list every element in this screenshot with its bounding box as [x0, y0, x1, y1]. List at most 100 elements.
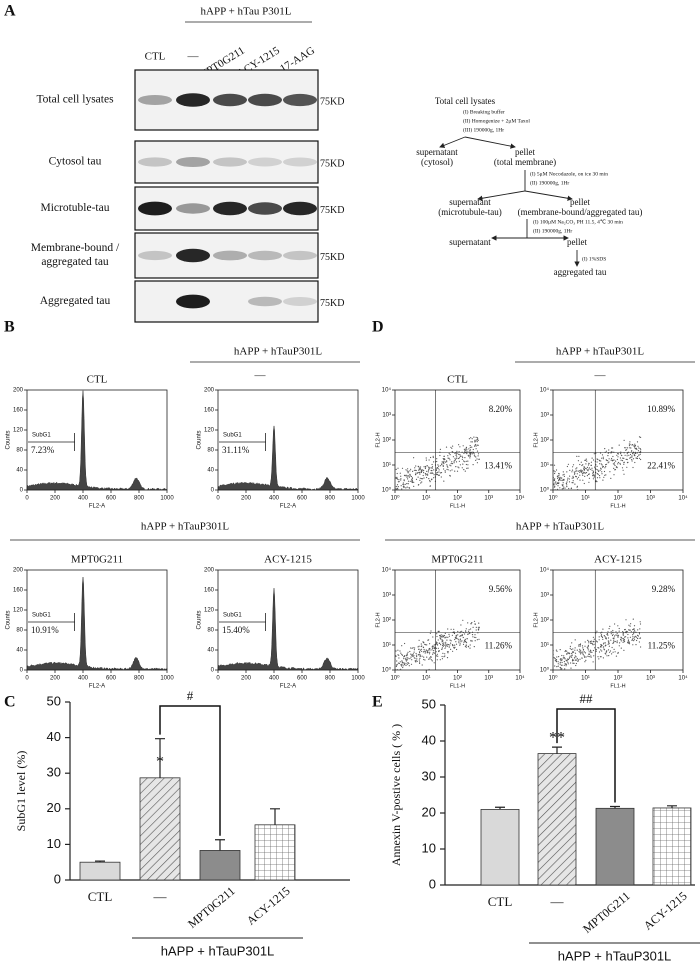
event-dot	[582, 472, 584, 474]
event-dot	[629, 636, 632, 638]
event-dot	[423, 477, 425, 479]
event-dot	[394, 486, 396, 488]
event-dot	[581, 657, 583, 659]
event-dot	[428, 639, 430, 641]
event-dot	[587, 647, 589, 650]
y-axis-label: FL2-H	[375, 612, 381, 627]
event-dot	[608, 461, 610, 463]
event-dot	[444, 647, 446, 649]
event-dot	[412, 470, 414, 472]
event-dot	[566, 658, 569, 660]
event-dot	[554, 472, 556, 475]
event-dot	[623, 463, 625, 465]
event-dot	[607, 637, 610, 639]
event-dot	[584, 656, 586, 658]
flowchart-text: (membrane-bound/aggregated tau)	[518, 207, 643, 217]
x-tick-label: 10²	[614, 676, 623, 682]
event-dot	[631, 639, 633, 642]
event-dot	[412, 481, 414, 484]
event-dot	[625, 449, 627, 451]
event-dot	[475, 439, 477, 441]
x-tick-label: 10²	[453, 676, 462, 682]
y-tick-label: 40	[47, 729, 61, 744]
event-dot	[561, 664, 563, 666]
event-dot	[469, 644, 471, 646]
event-dot	[465, 460, 467, 462]
event-dot	[622, 640, 625, 642]
event-dot	[429, 467, 431, 469]
event-dot	[455, 636, 457, 638]
event-dot	[476, 450, 479, 452]
event-dot	[459, 643, 461, 645]
x-tick-label: 400	[78, 496, 89, 502]
event-dot	[614, 464, 616, 467]
event-dot	[575, 475, 577, 477]
event-dot	[441, 655, 443, 658]
event-dot	[631, 456, 633, 458]
event-dot	[475, 448, 477, 450]
event-dot	[592, 470, 595, 472]
event-dot	[424, 472, 426, 475]
event-dot	[556, 482, 559, 485]
event-dot	[420, 469, 422, 471]
event-dot	[445, 643, 447, 645]
event-dot	[429, 472, 431, 474]
event-dot	[552, 650, 554, 652]
event-dot	[474, 634, 476, 636]
event-dot	[441, 636, 443, 638]
event-dot	[413, 457, 415, 459]
event-dot	[621, 460, 624, 462]
error-bar	[155, 738, 165, 778]
event-dot	[612, 651, 614, 653]
event-dot	[422, 469, 424, 471]
event-dot	[563, 473, 565, 475]
event-dot	[630, 623, 632, 625]
event-dot	[476, 437, 478, 439]
y-tick-label: 10²	[382, 438, 391, 444]
event-dot	[410, 653, 412, 655]
event-dot	[448, 633, 450, 636]
event-dot	[561, 479, 563, 482]
event-dot	[473, 636, 476, 638]
event-dot	[579, 648, 581, 650]
event-dot	[408, 476, 410, 478]
event-dot	[457, 466, 459, 468]
event-dot	[597, 473, 599, 475]
group-label: hAPP + hTauP301L	[558, 948, 672, 963]
event-dot	[439, 659, 441, 661]
event-dot	[610, 477, 612, 479]
row-label: Membrane-bound /	[31, 242, 120, 254]
event-dot	[458, 444, 460, 446]
event-dot	[598, 475, 601, 477]
event-dot	[602, 458, 605, 460]
event-dot	[409, 658, 411, 660]
event-dot	[623, 457, 625, 459]
blot-band	[176, 156, 210, 168]
event-dot	[426, 465, 428, 467]
event-dot	[451, 634, 453, 636]
flowchart-text: (I) 1%SDS	[582, 255, 606, 262]
y-tick-label: 10⁴	[540, 387, 550, 394]
event-dot	[438, 474, 440, 476]
event-dot	[433, 646, 435, 648]
event-dot	[613, 637, 615, 639]
y-tick-label: 10²	[540, 438, 549, 444]
event-dot	[455, 643, 458, 645]
event-dot	[574, 472, 576, 474]
event-dot	[476, 458, 478, 460]
blot-band	[248, 157, 282, 167]
blot-panel	[134, 140, 319, 184]
y-axis-label: Counts	[197, 430, 203, 449]
event-dot	[454, 459, 457, 461]
x-tick-label: ACY-1215	[244, 884, 293, 928]
event-dot	[634, 447, 636, 449]
x-tick-label: 10⁰	[548, 675, 558, 682]
event-dot	[600, 644, 602, 646]
y-tick-label: 30	[422, 768, 436, 783]
event-dot	[461, 634, 463, 636]
event-dot	[620, 453, 622, 455]
event-dot	[471, 438, 473, 440]
event-dot	[415, 659, 417, 662]
event-dot	[451, 451, 453, 453]
event-dot	[552, 653, 554, 656]
